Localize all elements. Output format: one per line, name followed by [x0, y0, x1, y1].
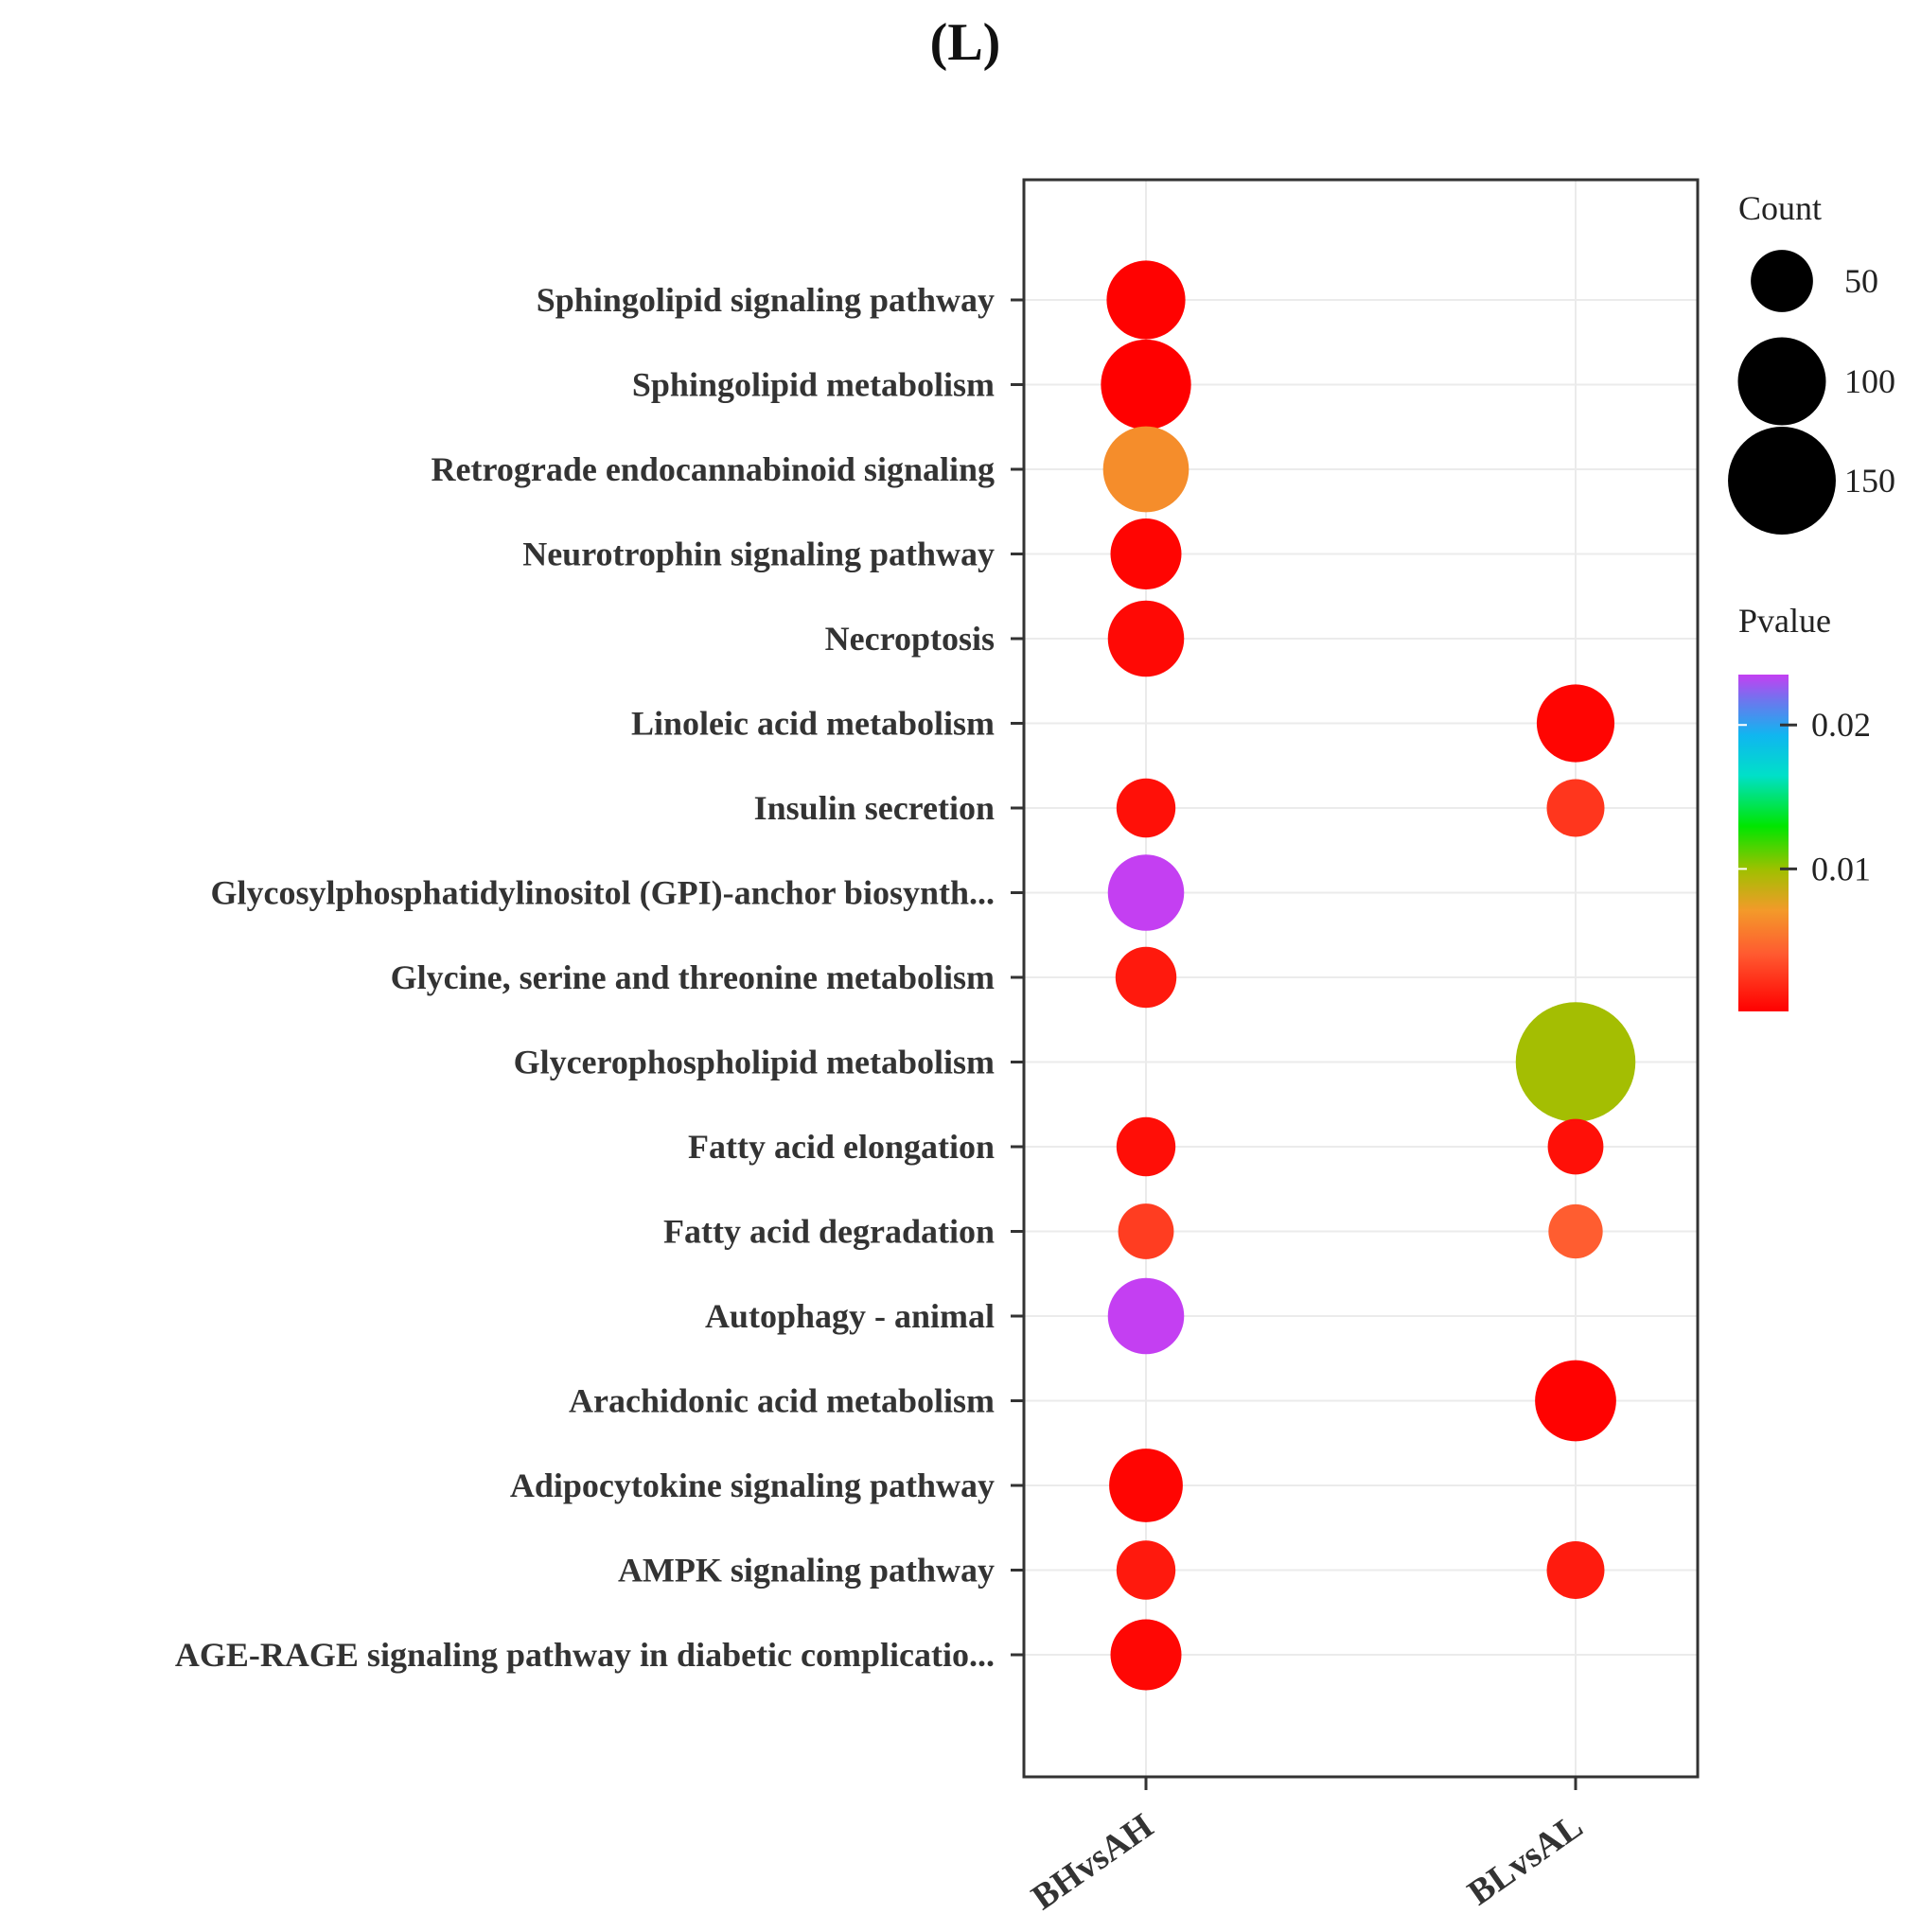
- y-tick-label: Linoleic acid metabolism: [631, 705, 995, 743]
- y-tick-label: Fatty acid elongation: [688, 1128, 995, 1166]
- y-tick-label: AGE-RAGE signaling pathway in diabetic c…: [175, 1636, 995, 1674]
- data-point: [1107, 854, 1185, 931]
- y-tick-label: AMPK signaling pathway: [618, 1552, 995, 1590]
- color-legend: Pvalue 0.02 0.01: [1738, 602, 1871, 1011]
- y-tick-label: Sphingolipid signaling pathway: [537, 281, 995, 319]
- size-legend-label: 50: [1844, 262, 1878, 300]
- size-legend-key: [1737, 337, 1826, 426]
- data-point: [1110, 518, 1182, 589]
- data-point: [1102, 426, 1190, 513]
- y-tick-label: Glycine, serine and threonine metabolism: [391, 958, 995, 996]
- data-point: [1535, 1360, 1616, 1442]
- size-legend-label: 100: [1844, 362, 1895, 400]
- data-point: [1107, 1277, 1185, 1355]
- y-tick-label: Necroptosis: [825, 620, 995, 658]
- y-tick-label: Adipocytokine signaling pathway: [510, 1467, 995, 1504]
- y-axis: Sphingolipid signaling pathway Sphingolip…: [175, 281, 1024, 1674]
- data-point: [1536, 684, 1615, 763]
- color-legend-title: Pvalue: [1738, 602, 1831, 640]
- data-point: [1546, 779, 1605, 837]
- size-legend-key: [1751, 250, 1813, 312]
- y-tick-label: Glycosylphosphatidylinositol (GPI)-ancho…: [210, 874, 995, 912]
- data-points: [1101, 260, 1636, 1691]
- data-point: [1547, 1118, 1604, 1175]
- data-point: [1116, 1116, 1176, 1177]
- size-legend-key: [1728, 427, 1836, 535]
- data-point: [1546, 1541, 1605, 1599]
- y-tick-label: Fatty acid degradation: [663, 1213, 995, 1251]
- size-legend-title: Count: [1738, 189, 1822, 227]
- y-tick-label: Arachidonic acid metabolism: [569, 1382, 995, 1420]
- y-tick-label: Sphingolipid metabolism: [632, 366, 995, 404]
- figure-label: (L): [930, 13, 1001, 72]
- data-point: [1515, 1002, 1636, 1122]
- x-axis: BHvsAH BLvsAL: [1025, 1777, 1590, 1918]
- data-point: [1110, 1619, 1182, 1691]
- data-point: [1101, 339, 1191, 430]
- y-tick-label: Insulin secretion: [754, 789, 995, 827]
- y-tick-label: Neurotrophin signaling pathway: [522, 536, 995, 573]
- color-legend-label: 0.02: [1811, 706, 1871, 744]
- color-legend-label: 0.01: [1811, 850, 1871, 887]
- data-point: [1106, 260, 1186, 340]
- data-point: [1107, 600, 1185, 677]
- data-point: [1116, 1540, 1176, 1600]
- data-point: [1548, 1203, 1603, 1259]
- size-legend-label: 150: [1844, 462, 1895, 500]
- y-tick-label: Retrograde endocannabinoid signaling: [432, 450, 995, 488]
- data-point: [1115, 946, 1177, 1009]
- x-tick-label: BHvsAH: [1025, 1806, 1160, 1918]
- y-tick-label: Autophagy - animal: [705, 1297, 995, 1335]
- x-tick-label: BLvsAL: [1461, 1806, 1591, 1913]
- data-point: [1118, 1203, 1174, 1259]
- color-bar: [1738, 675, 1789, 1011]
- data-point: [1109, 1449, 1183, 1522]
- y-tick-label: Glycerophospholipid metabolism: [514, 1044, 995, 1081]
- size-legend: Count 50 100 150: [1728, 189, 1895, 535]
- data-point: [1116, 778, 1176, 838]
